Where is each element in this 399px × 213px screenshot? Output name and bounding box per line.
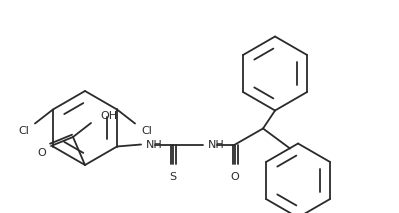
Text: NH: NH: [146, 140, 163, 150]
Text: OH: OH: [100, 111, 117, 121]
Text: O: O: [231, 171, 239, 181]
Text: Cl: Cl: [18, 125, 29, 135]
Text: Cl: Cl: [141, 125, 152, 135]
Text: O: O: [37, 148, 46, 158]
Text: S: S: [170, 171, 177, 181]
Text: NH: NH: [208, 140, 225, 150]
